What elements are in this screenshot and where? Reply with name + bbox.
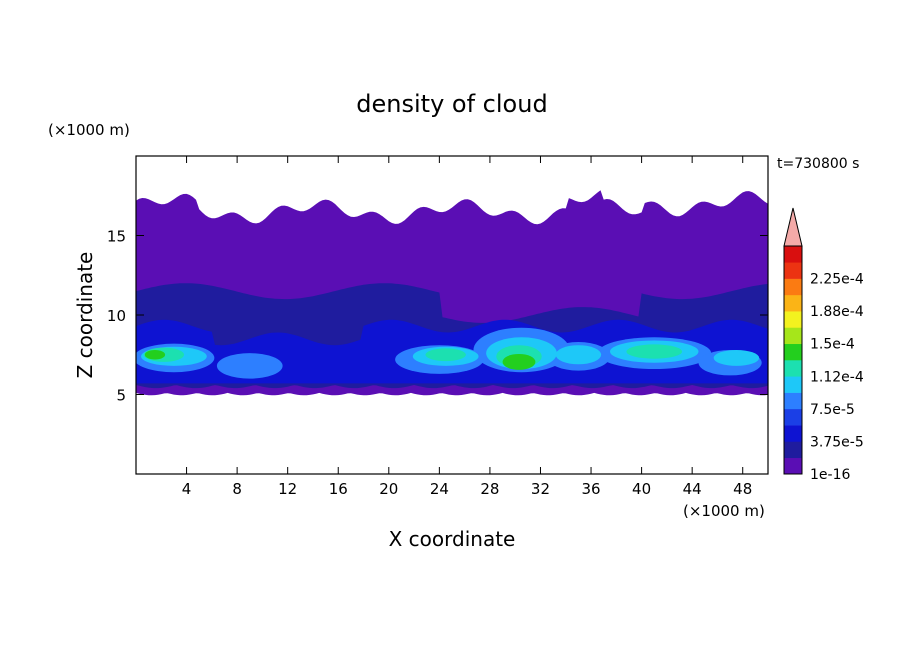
field-level-7 xyxy=(425,348,466,362)
y-tick-label: 10 xyxy=(107,307,126,325)
field-level-6 xyxy=(555,345,602,365)
colorbar-tick-label: 1.12e-4 xyxy=(810,369,864,385)
colorbar-swatch xyxy=(784,360,802,377)
x-tick-label: 36 xyxy=(581,480,600,498)
colorbar-swatch xyxy=(784,457,802,475)
y-axis-ticks: 5 10 15 xyxy=(107,228,768,405)
x-axis-unit: (×1000 m) xyxy=(683,502,765,520)
x-tick-label: 12 xyxy=(278,480,297,498)
colorbar-swatch xyxy=(784,294,802,312)
x-tick-label: 16 xyxy=(329,480,348,498)
colorbar-tick-label: 2.25e-4 xyxy=(810,272,864,288)
x-axis-label: X coordinate xyxy=(389,527,516,551)
colorbar-swatch xyxy=(784,441,802,459)
x-tick-label: 48 xyxy=(733,480,752,498)
y-axis-unit: (×1000 m) xyxy=(48,121,130,139)
x-tick-label: 40 xyxy=(632,480,651,498)
colorbar-tick-label: 7.5e-5 xyxy=(810,402,855,418)
colorbar-frame xyxy=(783,245,803,475)
field-level-8 xyxy=(502,353,536,370)
colorbar-swatch xyxy=(784,246,802,263)
cloud-density-field xyxy=(136,190,768,396)
x-tick-label: 8 xyxy=(232,480,242,498)
colorbar-swatch xyxy=(784,327,802,345)
colorbar-tick-label: 1e-16 xyxy=(810,467,850,483)
colorbar-swatch xyxy=(784,343,802,361)
colorbar-tick-label: 1.5e-4 xyxy=(810,337,855,353)
x-axis-ticks: 4 8 12 16 20 24 28 32 36 40 44 48 xyxy=(182,156,752,498)
colorbar-tick-label: 1.88e-4 xyxy=(810,304,864,320)
y-axis-label: Z coordinate xyxy=(73,252,97,379)
x-tick-label: 4 xyxy=(182,480,192,498)
colorbar-swatch xyxy=(784,278,802,296)
colorbar-swatch xyxy=(784,376,802,393)
field-level-8 xyxy=(144,349,166,360)
colorbar: 1e-16 3.75e-5 7.5e-5 1.12e-4 1.5e-4 1.88e-4 2.… xyxy=(783,207,864,483)
y-tick-label: 15 xyxy=(107,228,126,246)
field-level-6 xyxy=(713,349,760,366)
colorbar-tick-label: 3.75e-5 xyxy=(810,434,864,450)
x-tick-label: 20 xyxy=(379,480,398,498)
colorbar-extend-arrow xyxy=(783,207,803,247)
chart-title: density of cloud xyxy=(356,90,547,118)
colorbar-swatch xyxy=(784,311,802,328)
colorbar-swatch xyxy=(784,408,802,426)
field-level-5 xyxy=(216,353,283,379)
y-tick-label: 5 xyxy=(116,387,126,405)
x-tick-label: 32 xyxy=(531,480,550,498)
field-level-7 xyxy=(626,344,683,359)
colorbar-swatch xyxy=(784,262,802,279)
colorbar-swatch xyxy=(784,425,802,442)
colorbar-swatch xyxy=(784,392,802,410)
x-tick-label: 44 xyxy=(683,480,702,498)
time-label: t=730800 s xyxy=(777,156,859,172)
x-tick-label: 24 xyxy=(430,480,449,498)
x-tick-label: 28 xyxy=(480,480,499,498)
